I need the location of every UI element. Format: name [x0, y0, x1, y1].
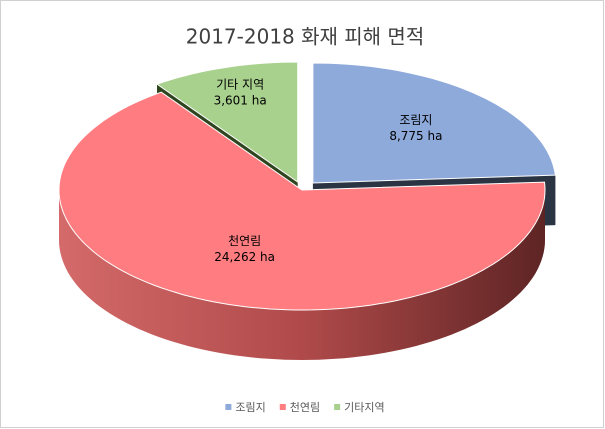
legend: 조림지 천연림 기타지역 — [225, 400, 385, 414]
slice-label: 조림지 — [399, 113, 432, 127]
slice — [58, 91, 546, 311]
slice — [312, 62, 556, 184]
value-label: 24,262 ha — [214, 250, 275, 264]
chart-title: 2017-2018 화재 피해 면적 — [186, 25, 425, 49]
legend-swatch — [225, 404, 232, 410]
legend-swatch — [279, 404, 286, 410]
legend-label: 조림지 — [235, 401, 265, 414]
legend-swatch — [334, 404, 341, 410]
value-label: 8,775 ha — [389, 129, 442, 143]
value-label: 3,601 ha — [214, 93, 267, 107]
slice-label: 기타 지역 — [216, 77, 264, 91]
legend-label: 천연림 — [290, 400, 320, 414]
legend-label: 기타지역 — [344, 401, 384, 414]
slice-wall — [59, 190, 545, 360]
slice-label: 천연림 — [228, 233, 261, 248]
slice — [155, 61, 299, 183]
